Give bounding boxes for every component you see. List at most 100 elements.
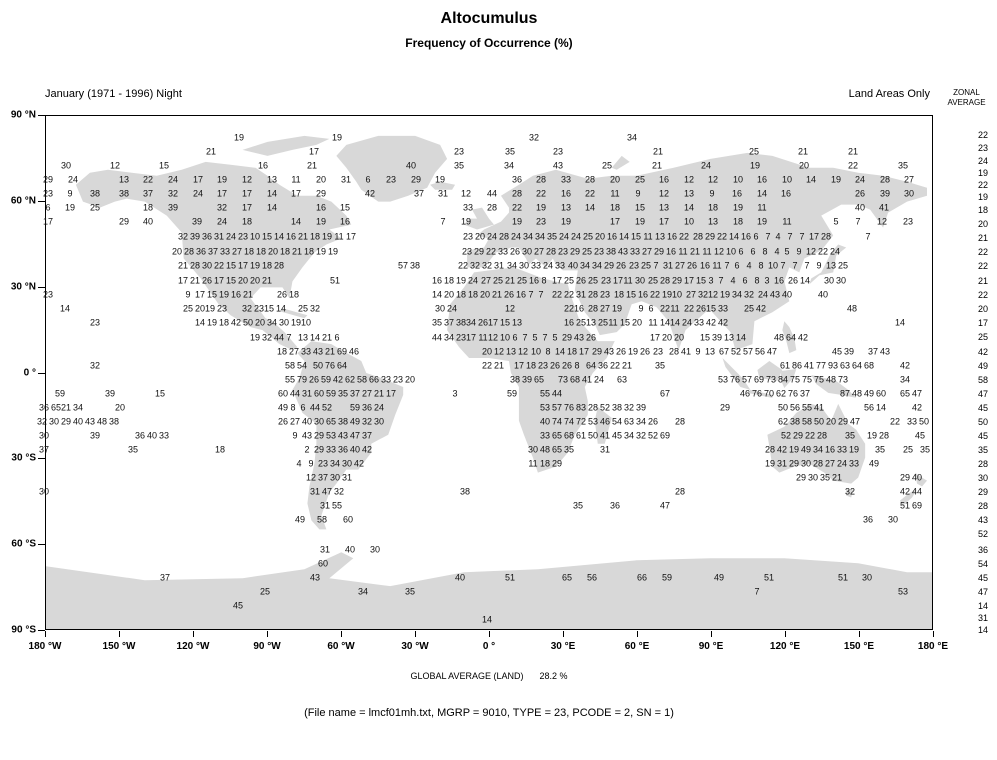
land-tasmania (846, 489, 854, 498)
land-sulawesi (780, 369, 797, 388)
lon-tick (859, 631, 860, 637)
zonal-header-line1: ZONAL (953, 88, 980, 97)
zonal-average-value: 25 (977, 332, 988, 342)
period-label: January (1971 - 1996) Night (45, 88, 182, 100)
lon-tick (637, 631, 638, 637)
lon-tick (933, 631, 934, 637)
zonal-average-value: 28 (977, 501, 988, 511)
zonal-average-value: 14 (977, 601, 988, 611)
land-uk (464, 207, 494, 230)
lon-label: 30 °W (401, 641, 429, 652)
lon-label: 90 °W (253, 641, 281, 652)
file-info-label: (File name = lmcf01mh.txt, MGRP = 9010, … (304, 707, 674, 719)
zonal-average-value: 14 (977, 625, 988, 635)
figure-subtitle: Frequency of Occurrence (%) (405, 36, 573, 50)
figure-title: Altocumulus (440, 10, 538, 27)
lon-label: 60 °W (327, 641, 355, 652)
world-map (46, 135, 932, 629)
land-north-america (75, 161, 352, 351)
zonal-average-value: 47 (977, 587, 988, 597)
land-novaya-zemlya (611, 155, 630, 170)
land-africa (447, 267, 615, 473)
land-iceland (430, 181, 456, 190)
zonal-average-value: 36 (977, 545, 988, 555)
zonal-header-line2: AVERAGE (947, 98, 986, 107)
zonal-average-value: 52 (977, 529, 988, 539)
zonal-average-value: 35 (977, 445, 988, 455)
lon-label: 120 °E (769, 641, 801, 652)
land-japan (809, 244, 847, 285)
lon-tick (785, 631, 786, 637)
land-nz-south (900, 489, 918, 507)
lat-tick (38, 201, 45, 202)
land-antarctica (46, 552, 932, 629)
lon-tick (193, 631, 194, 637)
zonal-average-value: 43 (977, 515, 988, 525)
zonal-average-value: 45 (977, 573, 988, 583)
global-average-value: 28.2 % (539, 671, 568, 681)
lon-label: 30 °E (550, 641, 576, 652)
lon-label: 0 ° (482, 641, 496, 652)
zonal-average-value: 18 (977, 205, 988, 215)
lat-tick (38, 287, 45, 288)
lat-label: 30 °N (10, 281, 36, 293)
zonal-average-value: 54 (977, 559, 988, 569)
global-average-line: GLOBAL AVERAGE (LAND) 28.2 % (0, 671, 978, 681)
zonal-average-value: 50 (977, 417, 988, 427)
lon-tick (341, 631, 342, 637)
land-madagascar (594, 406, 612, 444)
lat-label: 30 °S (11, 452, 36, 464)
zonal-average-value: 31 (977, 613, 988, 623)
zonal-average-value: 45 (977, 403, 988, 413)
zonal-average-value: 22 (977, 180, 988, 190)
lon-label: 180 °E (917, 641, 949, 652)
zonal-average-value: 58 (977, 375, 988, 385)
area-label: Land Areas Only (848, 88, 930, 100)
lon-label: 60 °E (624, 641, 650, 652)
lat-tick (38, 115, 45, 116)
lon-tick (711, 631, 712, 637)
zonal-average-value: 19 (977, 192, 988, 202)
zonal-average-value: 22 (977, 261, 988, 271)
land-philippines (782, 321, 797, 354)
lon-label: 150 °E (843, 641, 875, 652)
land-arctic-islands (242, 135, 330, 156)
lon-tick (489, 631, 490, 637)
lon-tick (45, 631, 46, 637)
lat-label: 90 °S (11, 624, 36, 636)
map-plot (45, 115, 933, 630)
zonal-average-value: 28 (977, 459, 988, 469)
land-australia (767, 403, 866, 484)
zonal-average-value: 47 (977, 389, 988, 399)
lon-label: 90 °E (698, 641, 724, 652)
zonal-average-value: 42 (977, 347, 988, 357)
lon-tick (563, 631, 564, 637)
zonal-average-value: 17 (977, 318, 988, 328)
land-cuba (279, 308, 308, 319)
land-new-guinea (811, 374, 857, 398)
zonal-average-value: 22 (977, 290, 988, 300)
lon-tick (415, 631, 416, 637)
zonal-average-value: 19 (977, 168, 988, 178)
zonal-average-value: 22 (977, 247, 988, 257)
land-sumatra (722, 358, 751, 390)
lon-tick (119, 631, 120, 637)
lat-tick (38, 630, 45, 631)
zonal-average-value: 49 (977, 361, 988, 371)
land-nz-north (915, 472, 928, 487)
lat-label: 60 °S (11, 538, 36, 550)
lat-tick (38, 373, 45, 374)
zonal-average-value: 23 (977, 143, 988, 153)
lat-tick (38, 544, 45, 545)
lon-label: 180 °W (28, 641, 62, 652)
land-greenland (336, 135, 448, 202)
zonal-average-value: 20 (977, 219, 988, 229)
lon-label: 150 °W (102, 641, 136, 652)
zonal-average-value: 29 (977, 487, 988, 497)
lat-tick (38, 458, 45, 459)
lat-label: 60 °N (10, 195, 36, 207)
lon-label: 120 °W (176, 641, 210, 652)
zonal-average-value: 30 (977, 473, 988, 483)
zonal-average-value: 45 (977, 431, 988, 441)
